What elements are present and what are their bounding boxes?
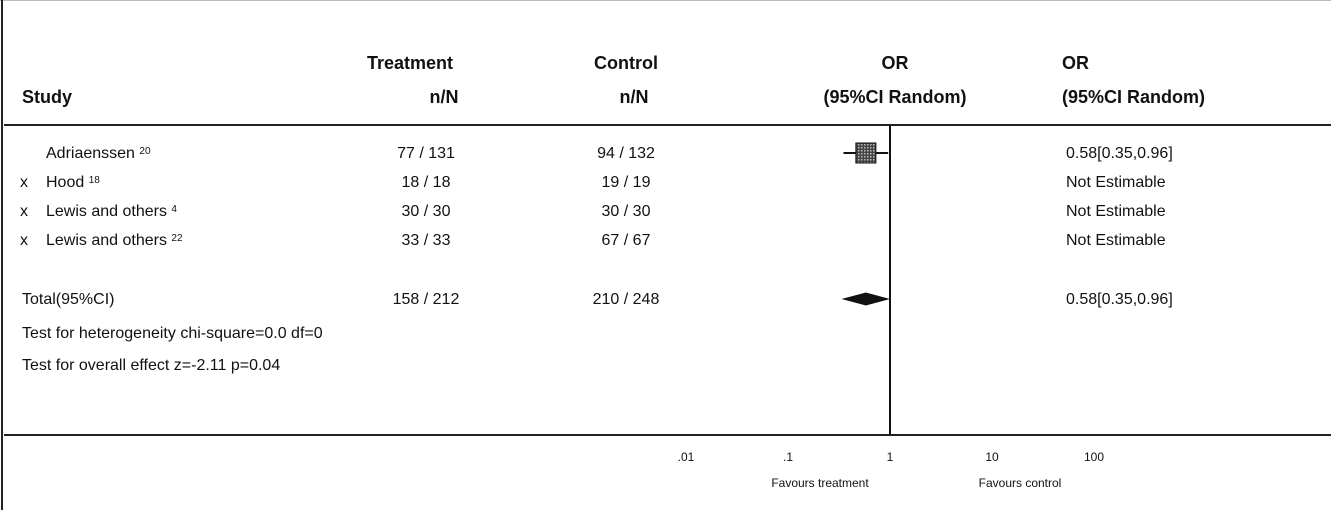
tick-label: .01 [678, 450, 695, 464]
study-ref: 4 [171, 204, 177, 215]
row-marker: x [20, 232, 28, 249]
control-value: 67 / 67 [601, 232, 651, 249]
study-ref: 18 [88, 175, 100, 186]
header-or-value-line2: (95%CI Random) [1062, 87, 1206, 107]
favours-treatment-label: Favours treatment [771, 476, 869, 490]
treatment-value: 77 / 131 [397, 145, 455, 162]
or-value: Not Estimable [1066, 203, 1166, 220]
heterogeneity-test: Test for heterogeneity chi-square=0.0 df… [22, 325, 323, 342]
or-value: 0.58[0.35,0.96] [1066, 145, 1173, 162]
overall-effect-test: Test for overall effect z=-2.11 p=0.04 [22, 357, 281, 374]
total-or-value: 0.58[0.35,0.96] [1066, 291, 1173, 308]
header-control-line2: n/N [619, 87, 649, 107]
header-study: Study [22, 87, 73, 107]
header-control-line1: Control [594, 53, 658, 73]
control-value: 19 / 19 [601, 174, 651, 191]
header-or-plot-line1: OR [881, 53, 909, 73]
study-name: Adriaenssen 20 [46, 145, 151, 162]
footer-rule [4, 434, 1331, 436]
or-value: Not Estimable [1066, 174, 1166, 191]
control-value: 94 / 132 [597, 145, 655, 162]
left-border [1, 0, 3, 510]
total-treatment: 158 / 212 [392, 291, 460, 308]
study-name: Lewis and others 4 [46, 203, 177, 220]
treatment-value: 30 / 30 [401, 203, 451, 220]
study-name: Lewis and others 22 [46, 232, 183, 249]
favours-control-label: Favours control [979, 476, 1062, 490]
treatment-value: 18 / 18 [401, 174, 451, 191]
header-or-plot-line2: (95%CI Random) [823, 87, 967, 107]
study-estimate-box [855, 142, 877, 164]
tick-label: .1 [783, 450, 793, 464]
tick-label: 100 [1084, 450, 1104, 464]
or-value: Not Estimable [1066, 232, 1166, 249]
tick-label: 1 [887, 450, 894, 464]
header-treatment-line1: Treatment [366, 53, 454, 73]
top-border [0, 0, 1331, 1]
row-marker: x [20, 174, 28, 191]
total-label: Total(95%CI) [22, 291, 115, 308]
header-or-value-line1: OR [1062, 53, 1089, 73]
treatment-value: 33 / 33 [401, 232, 451, 249]
pooled-estimate-diamond [841, 292, 891, 306]
study-name: Hood 18 [46, 174, 100, 191]
tick-label: 10 [985, 450, 999, 464]
total-control: 210 / 248 [592, 291, 660, 308]
control-value: 30 / 30 [601, 203, 651, 220]
row-marker: x [20, 203, 28, 220]
study-ref: 22 [171, 233, 183, 244]
header-rule [4, 124, 1331, 126]
study-ref: 20 [139, 146, 151, 157]
header-treatment-line2: n/N [429, 87, 459, 107]
